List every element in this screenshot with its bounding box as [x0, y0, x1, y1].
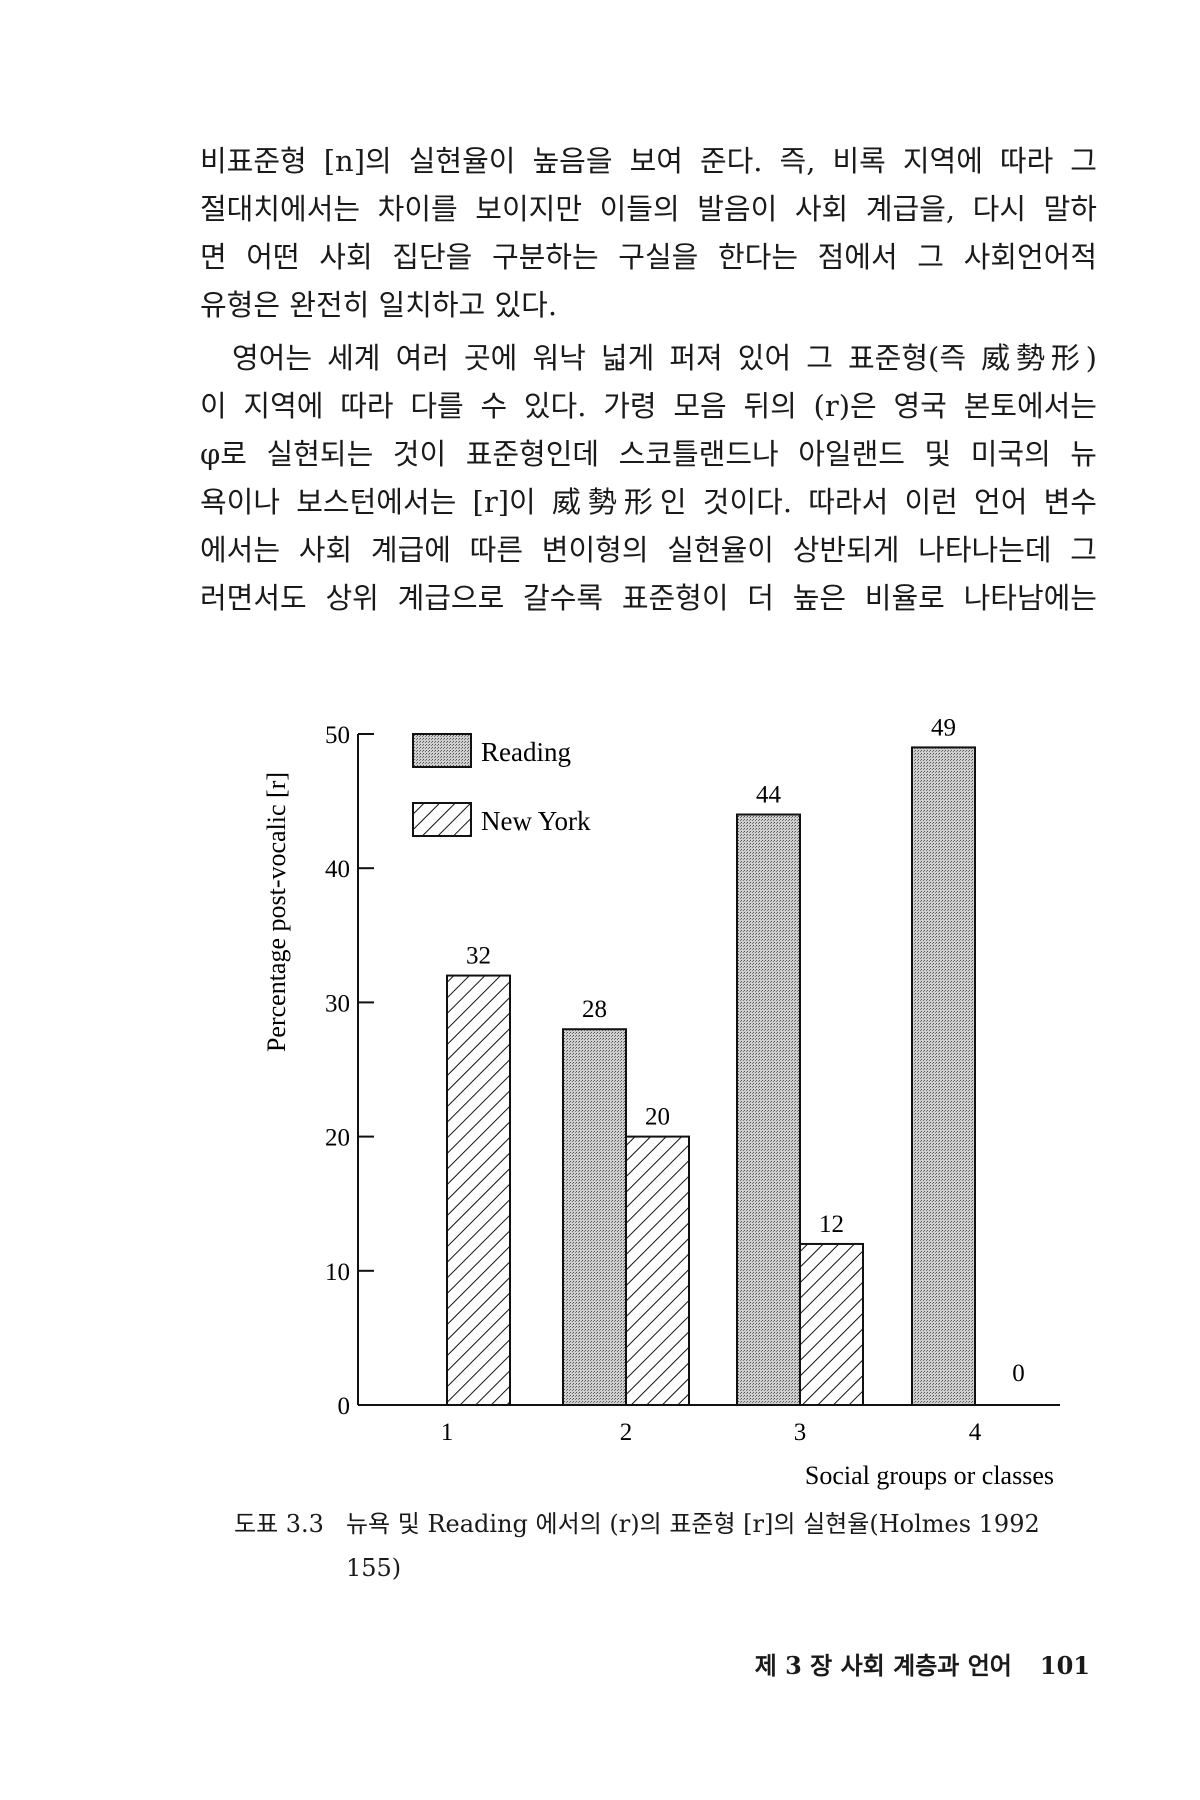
figure-caption-block: 도표 3.3 뉴욕 및 Reading 에서의 (r)의 표준형 [r]의 실현…	[234, 1502, 1094, 1590]
text-line: 이 지역에 따라 다를 수 있다. 가령 모음 뒤의 (r)은 영국 본토에서는	[200, 389, 1097, 423]
figure-caption: 뉴욕 및 Reading 에서의 (r)의 표준형 [r]의 실현율(Holme…	[345, 1510, 1040, 1538]
x-tick-label: 4	[969, 1419, 982, 1446]
legend-label: New York	[481, 806, 591, 836]
text-line: 에서는 사회 계급에 따른 변이형의 실현율이 상반되게 나타나는데 그	[200, 533, 1097, 567]
y-tick-label: 10	[325, 1259, 350, 1286]
x-tick-label: 3	[794, 1419, 807, 1446]
text-line: 욕이나 보스턴에서는 [r]이 威勢形인 것이다. 따라서 이런 언어 변수	[200, 485, 1097, 519]
text-line: φ로 실현되는 것이 표준형인데 스코틀랜드나 아일랜드 및 미국의 뉴	[200, 437, 1097, 471]
y-tick-label: 0	[338, 1393, 351, 1420]
text-line: 비표준형 [n]의 실현율이 높음을 보여 준다. 즉, 비록 지역에 따라 그	[200, 144, 1097, 178]
bar-reading-3	[736, 813, 801, 1406]
y-axis-label: Percentage post-vocalic [r]	[262, 772, 291, 1052]
text-line: 절대치에서는 차이를 보이지만 이들의 발음이 사회 계급을, 다시 말하	[200, 192, 1097, 226]
bar-new-york-3	[799, 1242, 864, 1406]
text-line: 면 어떤 사회 집단을 구분하는 구실을 한다는 점에서 그 사회언어적	[200, 240, 1097, 274]
y-tick-label: 20	[325, 1125, 350, 1152]
bar-new-york-1	[446, 974, 511, 1406]
legend-label: Reading	[481, 737, 571, 767]
data-label: 44	[756, 782, 782, 809]
figure-caption-body: 뉴욕 및 Reading 에서의 (r)의 표준형 [r]의 실현율(Holme…	[346, 1502, 1094, 1590]
x-tick-label: 1	[441, 1419, 454, 1446]
x-tick-label: 2	[620, 1419, 633, 1446]
legend-swatch	[412, 802, 472, 837]
bar-reading-2	[562, 1028, 627, 1406]
paragraph: 비표준형 [n]의 실현율이 높음을 보여 준다. 즉, 비록 지역에 따라 그…	[200, 137, 1097, 329]
running-head: 제 3 장 사회 계층과 언어	[754, 1651, 1012, 1680]
data-label: 28	[582, 996, 607, 1023]
paragraph: 영어는 세계 여러 곳에 워낙 넓게 퍼져 있어 그 표준형(즉 威勢形) 이 …	[200, 334, 1097, 622]
page-footer: 제 3 장 사회 계층과 언어 101	[0, 1650, 1090, 1682]
data-label: 0	[1012, 1360, 1025, 1387]
page-number: 101	[1039, 1651, 1090, 1680]
bar-reading-4	[911, 746, 976, 1406]
y-tick-label: 30	[325, 990, 350, 1017]
y-tick-label: 50	[325, 722, 350, 749]
bar-new-york-2	[625, 1135, 690, 1406]
data-label: 20	[645, 1104, 670, 1131]
figure-caption-continued: 155)	[345, 1554, 402, 1582]
text-line: 유형은 완전히 일치하고 있다.	[200, 288, 558, 322]
body-text: 비표준형 [n]의 실현율이 높음을 보여 준다. 즉, 비록 지역에 따라 그…	[200, 0, 1097, 622]
figure-caption-label: 도표 3.3	[234, 1510, 324, 1538]
data-label: 12	[819, 1211, 844, 1238]
text-line: 영어는 세계 여러 곳에 워낙 넓게 퍼져 있어 그 표준형(즉 威勢形)	[232, 341, 1097, 375]
legend-swatch	[412, 733, 472, 768]
y-tick-label: 40	[325, 856, 350, 883]
text-line: 러면서도 상위 계급으로 갈수록 표준형이 더 높은 비율로 나타남에는	[200, 581, 1097, 615]
data-label: 49	[931, 714, 956, 741]
data-label: 32	[466, 943, 491, 970]
x-axis-label: Social groups or classes	[805, 1461, 1054, 1490]
